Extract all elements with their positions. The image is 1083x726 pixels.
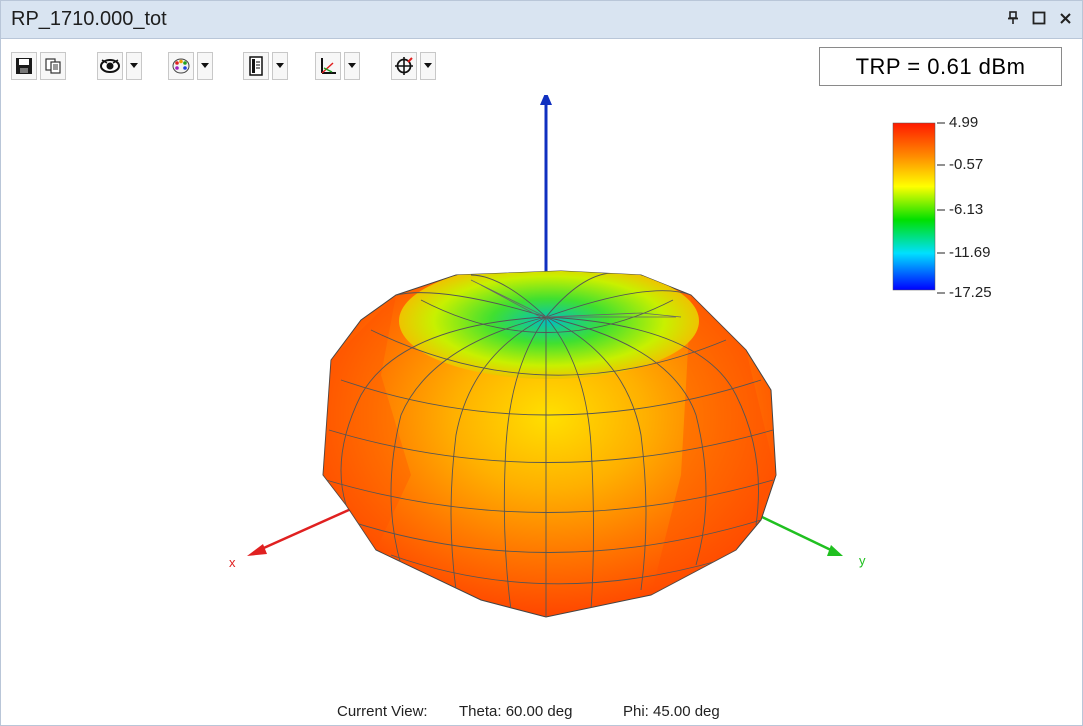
x-axis-label: x	[229, 555, 236, 570]
legend-value-min: -17.25	[949, 284, 992, 301]
view-eye-icon[interactable]	[97, 52, 123, 80]
palette-group	[168, 51, 213, 81]
document-group	[243, 51, 288, 81]
maximize-icon[interactable]	[1030, 7, 1048, 29]
pin-icon[interactable]	[1004, 7, 1022, 29]
palette-dropdown[interactable]	[197, 52, 213, 80]
x-axis-arrow-icon	[247, 544, 267, 556]
z-axis-arrow-icon	[540, 91, 552, 105]
crosshair-group	[391, 51, 436, 81]
y-axis-arrow-icon	[827, 545, 843, 556]
3d-pattern-viewport[interactable]: x y	[1, 91, 1082, 695]
x-axis	[256, 507, 352, 553]
view-group	[97, 51, 142, 81]
legend-ticks	[937, 122, 945, 294]
trp-readout: TRP = 0.61 dBm	[819, 47, 1062, 86]
phi-readout: Phi: 45.00 deg	[623, 703, 720, 720]
axis-dropdown[interactable]	[344, 52, 360, 80]
y-axis-label: y	[859, 553, 866, 568]
legend-value-3: -6.13	[949, 201, 984, 218]
legend-value-4: -11.69	[949, 244, 991, 261]
color-legend-bar	[892, 122, 936, 291]
current-view-label: Current View:	[337, 703, 428, 720]
legend-value-2: -0.57	[949, 156, 984, 173]
crosshair-dropdown[interactable]	[420, 52, 436, 80]
copy-icon[interactable]	[40, 52, 66, 80]
close-icon[interactable]	[1056, 7, 1074, 29]
axis-icon[interactable]	[315, 52, 341, 80]
window-controls	[1004, 7, 1074, 29]
view-dropdown[interactable]	[126, 52, 142, 80]
document-icon[interactable]	[243, 52, 269, 80]
color-palette-icon[interactable]	[168, 52, 194, 80]
crosshair-icon[interactable]	[391, 52, 417, 80]
document-dropdown[interactable]	[272, 52, 288, 80]
toolbar: TRP = 0.61 dBm	[1, 39, 1082, 95]
radiation-pattern-3d	[322, 270, 777, 618]
axis-group	[315, 51, 360, 81]
file-group	[11, 51, 69, 81]
theta-readout: Theta: 60.00 deg	[459, 703, 573, 720]
save-icon[interactable]	[11, 52, 37, 80]
legend-value-max: 4.99	[949, 114, 979, 131]
title-bar: RP_1710.000_tot	[1, 1, 1082, 39]
window-title: RP_1710.000_tot	[11, 8, 167, 30]
pattern-canvas: x y	[229, 91, 945, 618]
status-bar: Current View: Theta: 60.00 deg Phi: 45.0…	[1, 701, 1082, 725]
